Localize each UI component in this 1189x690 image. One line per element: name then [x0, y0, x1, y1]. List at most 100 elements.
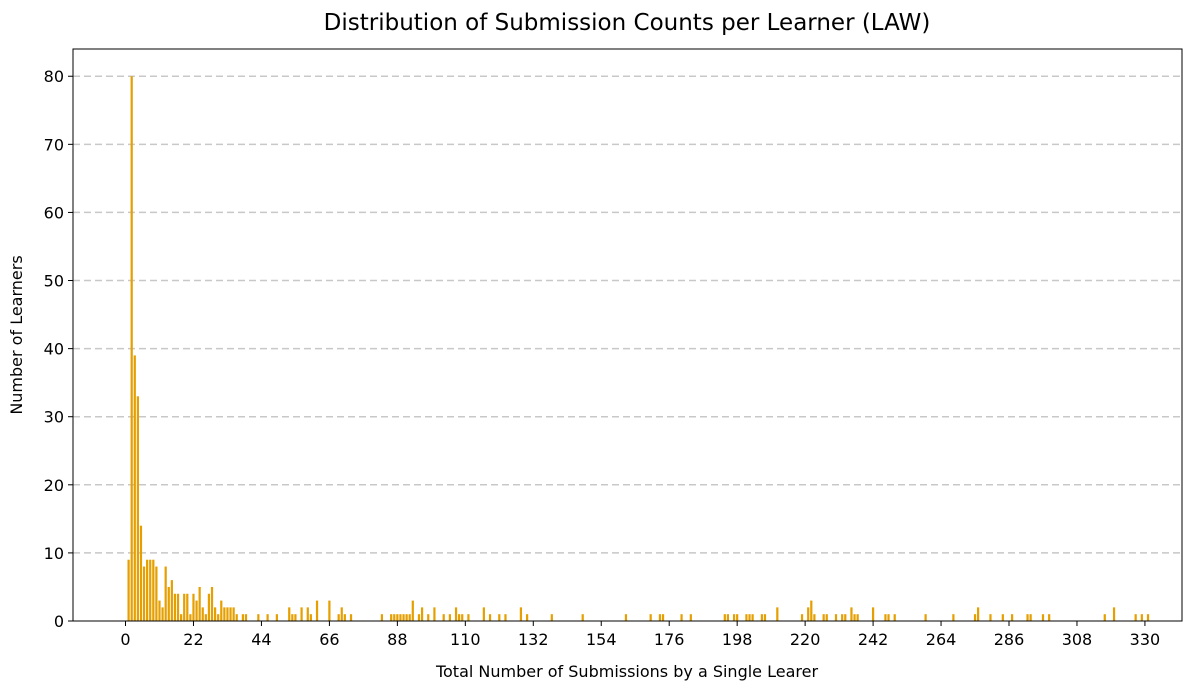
bar-x-108: [458, 614, 461, 621]
bar-x-35: [232, 607, 235, 621]
bar-x-88: [396, 614, 399, 621]
bar-x-194: [723, 614, 726, 621]
bar-x-10: [155, 566, 158, 621]
bar-x-197: [732, 614, 736, 621]
bar-x-297: [1041, 614, 1045, 621]
x-tick-label-154: 154: [586, 630, 617, 649]
bar-x-226: [822, 614, 825, 621]
y-tick-label-50: 50: [44, 272, 64, 291]
bar-x-69: [337, 614, 340, 621]
bar-x-3: [133, 355, 136, 621]
bar-x-275: [973, 614, 977, 621]
bar-x-25: [201, 607, 204, 621]
bar-x-43: [257, 614, 260, 621]
bar-x-162: [624, 614, 628, 621]
bar-x-92: [408, 614, 411, 621]
y-tick-label-0: 0: [54, 612, 64, 631]
bar-x-29: [213, 607, 217, 621]
bar-x-11: [158, 600, 161, 621]
bar-x-49: [275, 614, 278, 621]
bar-x-100: [433, 607, 436, 621]
bar-x-299: [1048, 614, 1051, 621]
bar-x-95: [417, 614, 421, 621]
bar-x-5: [139, 525, 143, 621]
bar-x-293: [1029, 614, 1032, 621]
y-tick-label-60: 60: [44, 203, 64, 222]
bar-x-128: [519, 607, 523, 621]
bar-x-1: [127, 559, 130, 621]
bar-x-87: [393, 614, 396, 621]
bar-x-86: [390, 614, 393, 621]
bar-x-13: [164, 566, 167, 621]
bar-x-34: [229, 607, 232, 621]
bar-x-107: [454, 607, 458, 621]
bar-x-232: [841, 614, 844, 621]
bar-x-233: [844, 614, 847, 621]
y-tick-label-70: 70: [44, 135, 64, 154]
y-tick-label-30: 30: [44, 408, 64, 427]
bar-x-53: [288, 607, 291, 621]
bar-x-221: [807, 607, 810, 621]
bar-x-46: [266, 614, 269, 621]
bar-x-17: [176, 593, 180, 621]
bar-x-121: [498, 614, 501, 621]
bar-x-57: [300, 607, 303, 621]
bar-x-249: [893, 614, 896, 621]
bar-x-38: [241, 614, 245, 621]
bar-x-276: [977, 607, 980, 621]
bar-x-317: [1103, 614, 1106, 621]
y-tick-label-10: 10: [44, 544, 64, 563]
bar-x-247: [887, 614, 890, 621]
bar-x-329: [1140, 614, 1143, 621]
bar-x-70: [340, 607, 343, 621]
bar-x-180: [680, 614, 683, 621]
bar-x-23: [195, 600, 198, 621]
bar-x-259: [924, 614, 927, 621]
bar-x-2: [130, 76, 133, 622]
bar-x-148: [581, 614, 584, 621]
bar-x-96: [420, 607, 424, 621]
x-tick-label-22: 22: [183, 630, 203, 649]
x-tick-label-308: 308: [1062, 630, 1093, 649]
bar-x-32: [223, 607, 226, 621]
bar-x-73: [349, 614, 353, 621]
bar-x-30: [217, 614, 220, 621]
bar-x-98: [427, 614, 430, 621]
x-tick-label-242: 242: [858, 630, 889, 649]
x-tick-label-220: 220: [790, 630, 821, 649]
bar-x-22: [192, 593, 195, 621]
bar-x-59: [306, 607, 309, 621]
y-axis-label: Number of Learners: [7, 255, 26, 414]
bar-x-219: [800, 614, 804, 621]
bar-x-230: [834, 614, 838, 621]
bar-x-138: [550, 614, 553, 621]
bar-series: [127, 76, 1150, 622]
bar-x-71: [343, 614, 346, 621]
bar-x-62: [315, 600, 319, 621]
bar-x-183: [689, 614, 692, 621]
bar-x-18: [180, 614, 183, 621]
bar-x-170: [649, 614, 652, 621]
bar-x-173: [658, 614, 662, 621]
bar-x-105: [448, 614, 451, 621]
bar-x-116: [482, 607, 485, 621]
bar-x-284: [1001, 614, 1004, 621]
bar-x-28: [210, 586, 214, 621]
bar-x-109: [461, 614, 464, 621]
x-tick-label-110: 110: [450, 630, 481, 649]
bar-x-91: [405, 614, 408, 621]
bar-x-20: [186, 593, 189, 621]
bar-x-331: [1146, 614, 1150, 621]
bar-x-93: [411, 600, 414, 621]
bar-x-33: [226, 607, 229, 621]
bar-x-60: [309, 614, 312, 621]
bar-x-4: [136, 396, 139, 621]
bar-x-320: [1112, 607, 1116, 621]
bar-x-236: [853, 614, 856, 621]
bar-x-198: [736, 614, 739, 621]
bar-x-12: [161, 607, 164, 621]
bar-x-55: [294, 614, 297, 621]
y-gridlines: [73, 75, 1182, 554]
bar-x-195: [726, 614, 729, 621]
